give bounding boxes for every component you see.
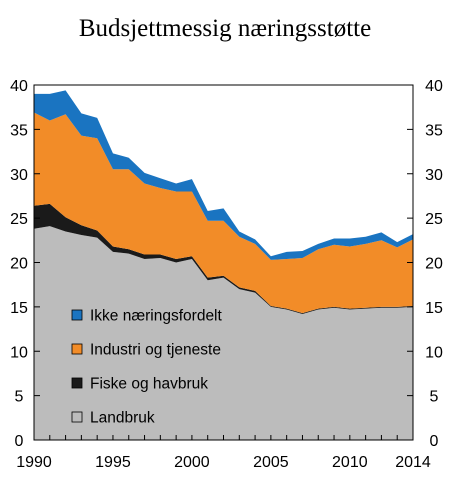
y-tick-label-left: 35: [10, 122, 28, 139]
x-tick-label: 2000: [174, 454, 210, 471]
y-tick-label-right: 40: [425, 78, 443, 95]
legend-label: Industri og tjeneste: [90, 342, 221, 359]
legend-item-ikke-naeringsfordelt: Ikke næringsfordelt: [71, 308, 223, 325]
y-tick-label-left: 0: [15, 433, 24, 450]
x-tick-label: 2005: [253, 454, 289, 471]
legend: Ikke næringsfordelt Industri og tjeneste F…: [71, 308, 223, 427]
legend-item-industri-og-tjeneste: Industri og tjeneste: [71, 342, 221, 359]
legend-item-fiske-og-havbruk: Fiske og havbruk: [71, 376, 208, 393]
x-tick-label: 2014: [395, 454, 431, 471]
x-tick-label: 1995: [95, 454, 131, 471]
y-tick-label-right: 25: [425, 211, 443, 228]
legend-swatch: [71, 309, 83, 321]
legend-label: Fiske og havbruk: [90, 376, 208, 393]
area-landbruk: [34, 226, 413, 440]
area-ikke-naeringsfordelt: [34, 90, 413, 260]
y-tick-label-left: 30: [10, 167, 28, 184]
legend-label: Landbruk: [90, 410, 155, 427]
legend-label: Ikke næringsfordelt: [90, 308, 223, 325]
y-tick-label-right: 5: [430, 389, 439, 406]
axes-layer: 0 0 5 5 10 10 15 15 20 20 25 25 30 30 35 35 40 40 1990 1995…: [10, 78, 443, 471]
areas-layer: [34, 90, 413, 440]
y-tick-label-left: 15: [10, 300, 28, 317]
y-tick-label-right: 0: [430, 433, 439, 450]
y-tick-label-right: 30: [425, 167, 443, 184]
y-tick-label-right: 20: [425, 256, 443, 273]
x-tick-label: 2010: [332, 454, 368, 471]
y-tick-label-right: 15: [425, 300, 443, 317]
y-tick-label-right: 10: [425, 344, 443, 361]
legend-swatch: [71, 343, 83, 355]
y-tick-label-left: 10: [10, 344, 28, 361]
x-tick-label: 1990: [16, 454, 52, 471]
y-tick-label-right: 35: [425, 122, 443, 139]
y-tick-label-left: 25: [10, 211, 28, 228]
y-tick-label-left: 20: [10, 256, 28, 273]
area-industri-og-tjeneste: [34, 112, 413, 314]
legend-swatch: [71, 377, 83, 389]
y-tick-label-left: 40: [10, 78, 28, 95]
legend-swatch: [71, 411, 83, 423]
y-tick-label-left: 5: [15, 389, 24, 406]
legend-item-landbruk: Landbruk: [71, 410, 155, 427]
chart-title: Budsjettmessig næringsstøtte: [79, 15, 371, 42]
